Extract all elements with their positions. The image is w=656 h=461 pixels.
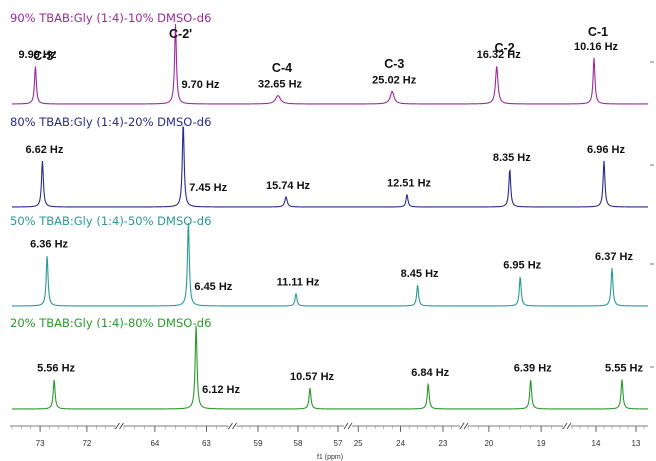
axis-break-mark xyxy=(343,422,349,430)
peak-width-label: 6.84 Hz xyxy=(411,367,449,379)
peak-width-label: 6.96 Hz xyxy=(587,144,625,156)
x-tick-label: 58 xyxy=(294,439,303,448)
x-tick-label: 13 xyxy=(632,439,641,448)
axis-break-mark xyxy=(347,422,353,430)
axis-break-gap xyxy=(460,423,468,429)
spectrum-4: 20% TBAB:Gly (1:4)-80% DMSO-d6 5.56 Hz 6.1… xyxy=(10,316,648,410)
x-tick-label: 59 xyxy=(254,439,263,448)
peak-width-label: 10.57 Hz xyxy=(290,371,335,383)
x-axis: 73 72 64 63 59 58 57 25 24 23 20 19 14 13 f1 (ppm) xyxy=(10,422,648,461)
x-tick-label: 14 xyxy=(592,439,601,448)
x-tick-label: 64 xyxy=(150,439,159,448)
carbon-label-c-2: C-2' xyxy=(169,27,192,41)
axis-break-gap xyxy=(115,423,124,429)
peak-width-label: 6.62 Hz xyxy=(25,144,63,156)
carbon-label-c-4: C-4 xyxy=(272,61,292,75)
peak-width-label: 7.45 Hz xyxy=(189,182,227,194)
x-tick-label: 72 xyxy=(82,439,91,448)
axis-break-gap xyxy=(563,423,571,429)
x-axis-title: f1 (ppm) xyxy=(317,454,343,461)
x-tick-label: 20 xyxy=(484,439,493,448)
spectrum-title: 90% TBAB:Gly (1:4)-10% DMSO-d6 xyxy=(10,11,211,25)
axis-break-mark xyxy=(463,422,469,430)
carbon-labels-group: C-3' C-2' C-4 C-3 C-2 C-1 xyxy=(33,25,608,75)
x-tick-label: 24 xyxy=(396,439,405,448)
spectrum-trace xyxy=(12,325,648,410)
peak-width-label: 15.74 Hz xyxy=(266,180,311,192)
x-tick-label: 57 xyxy=(334,439,343,448)
axis-break-mark xyxy=(115,422,120,430)
spectrum-trace xyxy=(12,223,648,307)
axis-break-mark xyxy=(228,422,233,430)
carbon-label-c-1: C-1 xyxy=(588,25,608,39)
axis-break-mark xyxy=(562,422,568,430)
x-tick-label: 63 xyxy=(202,439,211,448)
peak-width-label: 6.37 Hz xyxy=(595,251,633,263)
spectrum-title: 80% TBAB:Gly (1:4)-20% DMSO-d6 xyxy=(10,115,211,129)
axis-break-mark xyxy=(566,422,572,430)
peak-width-label: 11.11 Hz xyxy=(277,276,320,288)
peak-width-label: 12.51 Hz xyxy=(387,177,432,189)
peak-width-label: 8.35 Hz xyxy=(493,152,531,164)
spectrum-trace xyxy=(12,24,649,105)
peak-width-label: 5.55 Hz xyxy=(605,363,643,375)
axis-break-mark xyxy=(459,422,465,430)
x-tick-label: 25 xyxy=(354,439,363,448)
axis-break-mark xyxy=(232,422,237,430)
x-tick-label: 19 xyxy=(537,439,546,448)
x-tick-label: 73 xyxy=(36,439,45,448)
carbon-label-c-3: C-3' xyxy=(33,49,56,63)
peak-width-label: 6.12 Hz xyxy=(202,384,240,396)
spectra-group: 90% TBAB:Gly (1:4)-10% DMSO-d6 9.99 Hz 9.7… xyxy=(10,11,649,410)
peak-width-label: 32.65 Hz xyxy=(258,79,303,91)
right-axis-ticks xyxy=(650,61,654,368)
peak-width-label: 6.95 Hz xyxy=(503,260,541,272)
axis-break-mark xyxy=(119,422,124,430)
peak-width-label: 9.99 Hz xyxy=(18,49,56,61)
axis-break-gap xyxy=(344,423,352,429)
peak-width-label: 5.56 Hz xyxy=(37,363,75,375)
peak-width-label: 6.45 Hz xyxy=(194,281,232,293)
peak-width-label: 6.39 Hz xyxy=(514,363,552,375)
spectrum-title: 20% TBAB:Gly (1:4)-80% DMSO-d6 xyxy=(10,316,211,330)
carbon-label-c-2: C-2 xyxy=(495,41,515,55)
carbon-label-c-3: C-3 xyxy=(384,57,404,71)
x-tick-label: 23 xyxy=(439,439,448,448)
spectrum-2: 80% TBAB:Gly (1:4)-20% DMSO-d6 6.62 Hz 7.4… xyxy=(10,115,648,208)
peak-width-label: 9.70 Hz xyxy=(182,79,220,91)
peak-width-label: 25.02 Hz xyxy=(372,74,417,86)
peak-width-label: 10.16 Hz xyxy=(574,41,619,53)
peak-width-label: 16.32 Hz xyxy=(477,49,522,61)
peak-width-label: 8.45 Hz xyxy=(401,268,439,280)
peak-width-label: 6.36 Hz xyxy=(30,239,68,251)
spectrum-trace xyxy=(11,126,648,208)
spectrum-3: 50% TBAB:Gly (1:4)-50% DMSO-d6 6.36 Hz 6.4… xyxy=(10,214,648,307)
spectrum-title: 50% TBAB:Gly (1:4)-50% DMSO-d6 xyxy=(10,214,211,228)
axis-break-gap xyxy=(228,423,237,429)
spectrum-1: 90% TBAB:Gly (1:4)-10% DMSO-d6 9.99 Hz 9.7… xyxy=(10,11,649,105)
